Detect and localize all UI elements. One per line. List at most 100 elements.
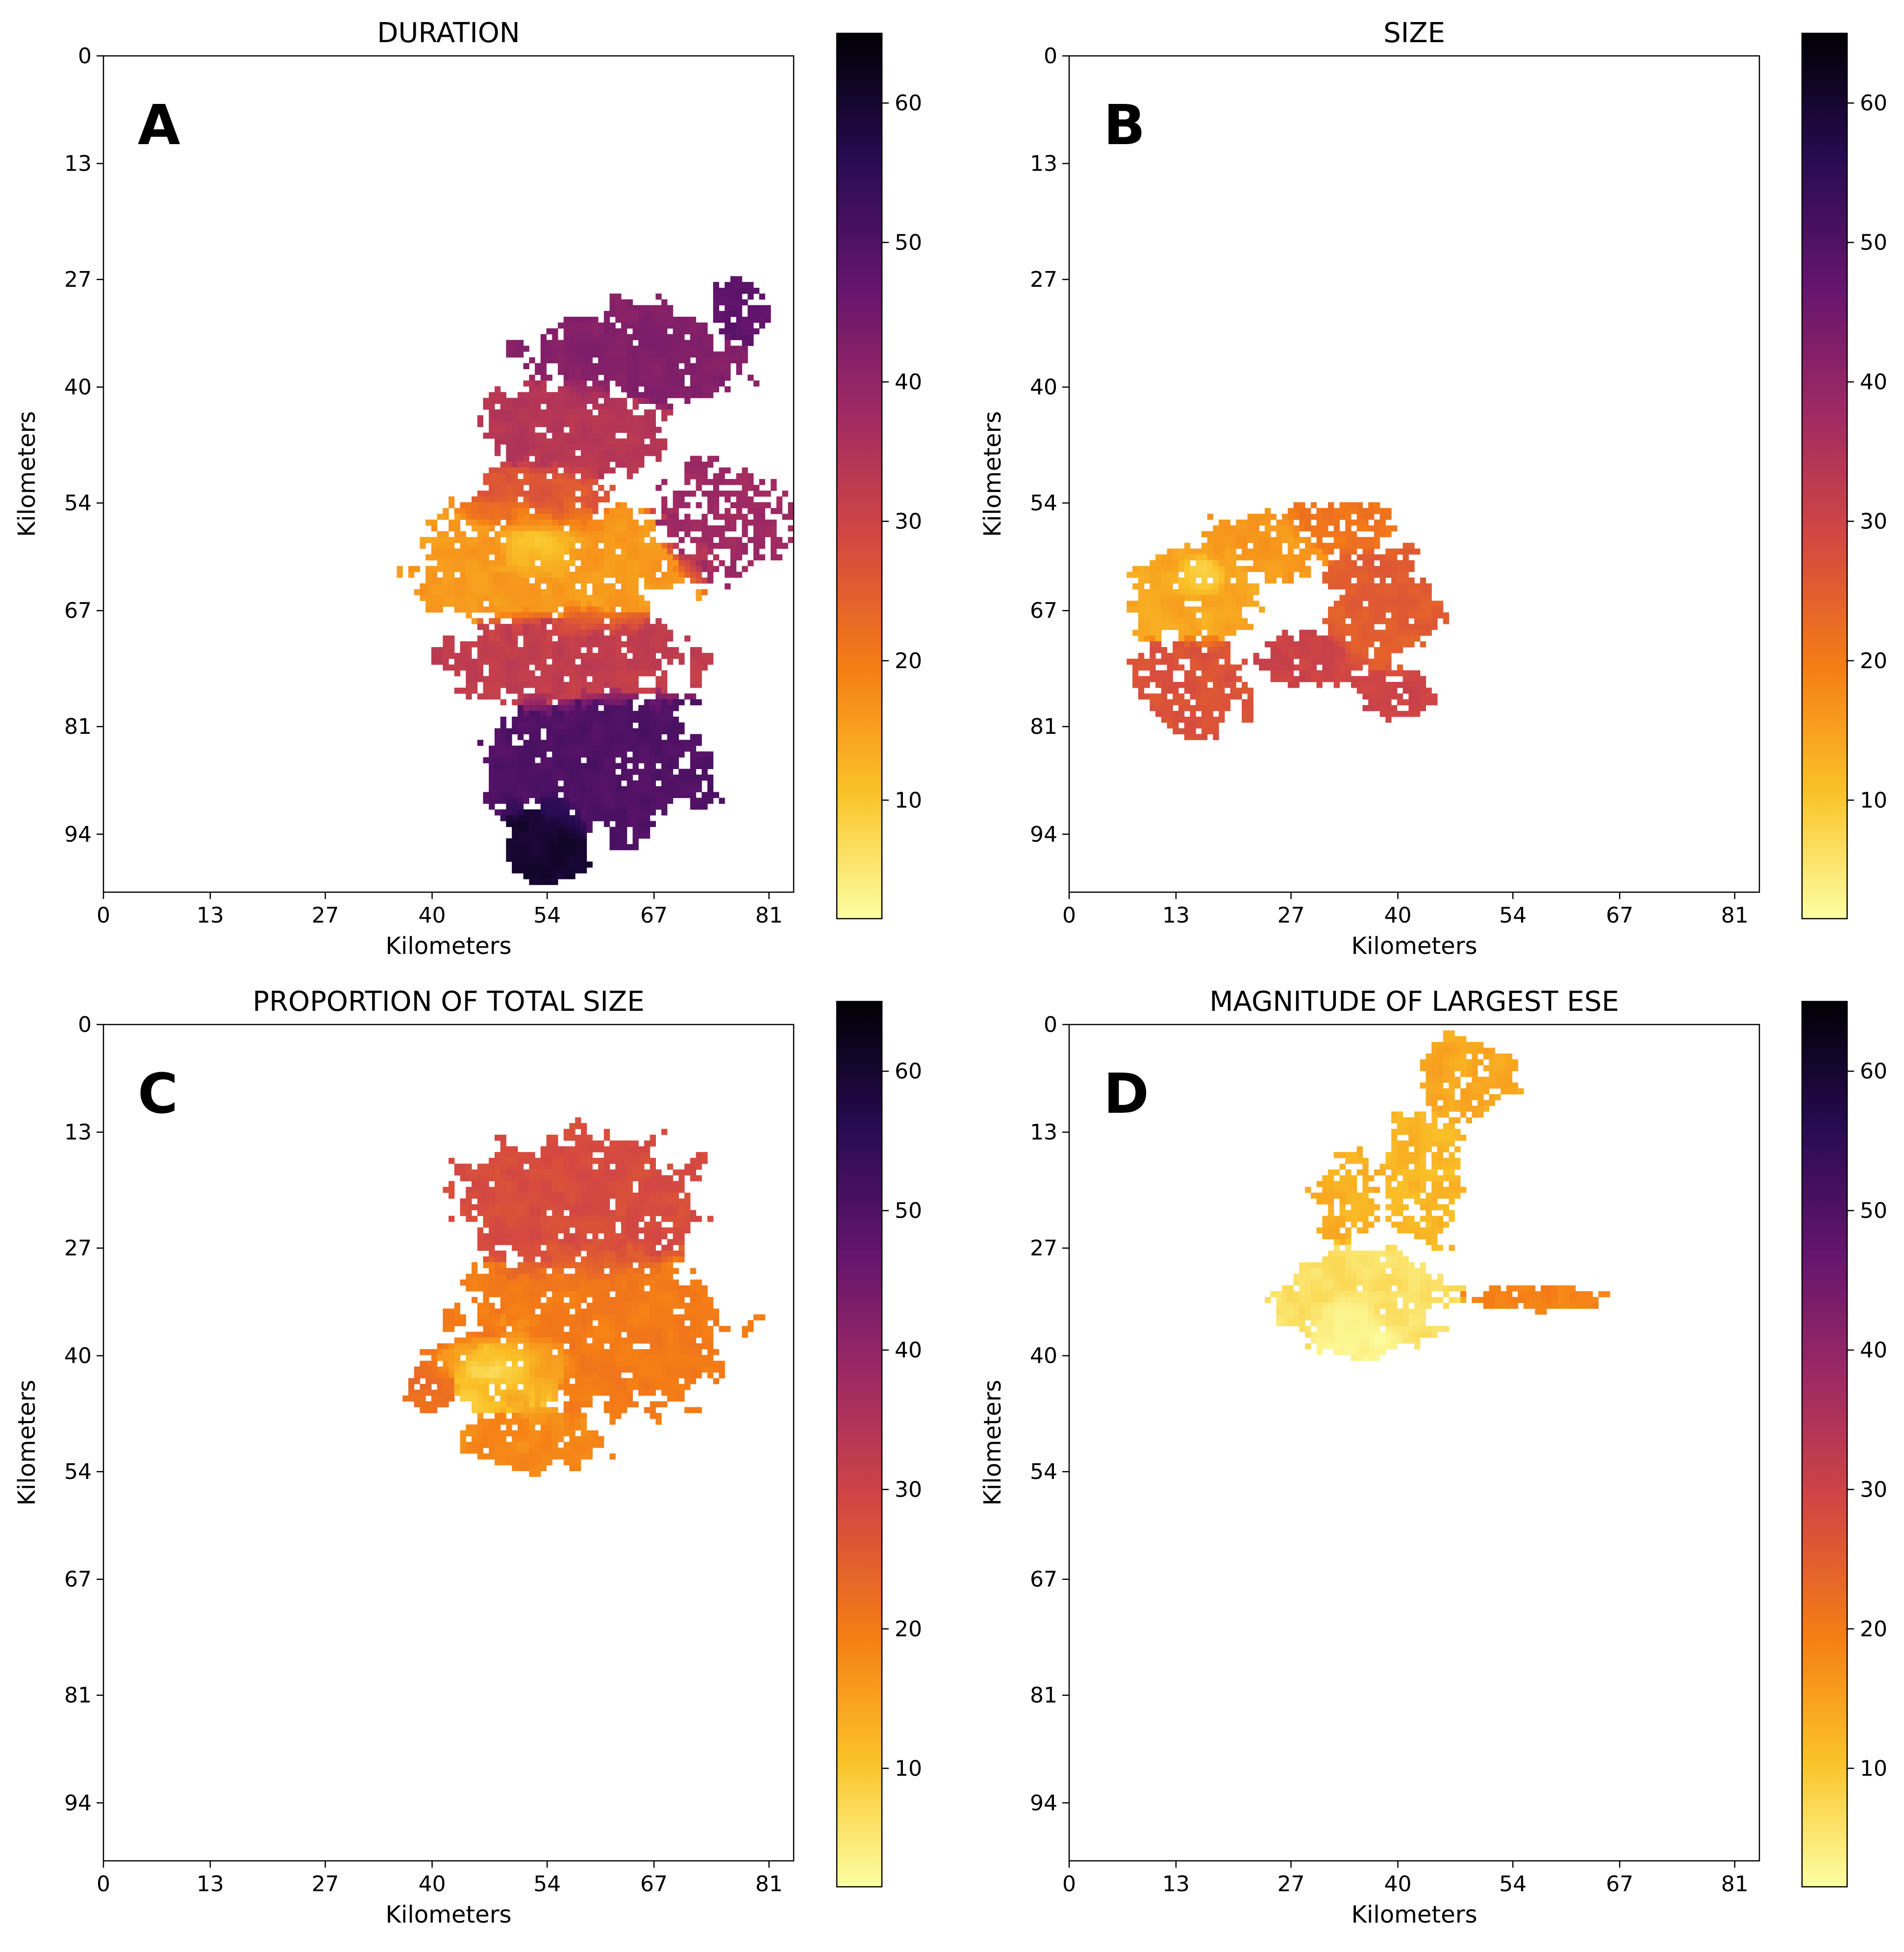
heatmap-cell (506, 1187, 512, 1193)
heatmap-cell (512, 722, 518, 729)
heatmap-cell (1403, 572, 1409, 578)
heatmap-cell (621, 629, 627, 636)
heatmap-cell (1207, 641, 1213, 648)
heatmap-cell (529, 479, 535, 485)
heatmap-cell (500, 769, 506, 775)
heatmap-cell (1385, 554, 1392, 561)
heatmap-cell (454, 670, 460, 676)
heatmap-cell (1155, 647, 1162, 653)
heatmap-cell (466, 549, 472, 555)
heatmap-cell (540, 879, 547, 885)
heatmap-cell (569, 317, 576, 323)
heatmap-cell (1299, 560, 1305, 567)
heatmap-cell (719, 467, 725, 474)
heatmap-cell (626, 514, 633, 520)
heatmap-cell (1328, 519, 1334, 526)
heatmap-cell (1161, 716, 1167, 723)
heatmap-cell (535, 775, 541, 781)
heatmap-cell (707, 560, 714, 567)
heatmap-cell (1356, 543, 1363, 549)
heatmap-cell (644, 369, 651, 375)
heatmap-cell (788, 502, 794, 508)
heatmap-cell (1328, 572, 1334, 578)
heatmap-cell (621, 311, 627, 317)
heatmap-cell (512, 1181, 518, 1187)
heatmap-cell (569, 705, 576, 711)
heatmap-cell (603, 693, 610, 700)
heatmap-cell (535, 815, 541, 822)
heatmap-cell (609, 421, 616, 427)
heatmap-cell (557, 815, 564, 822)
heatmap-cell (517, 693, 524, 700)
heatmap-cell (1368, 635, 1375, 642)
heatmap-cell (1150, 699, 1156, 705)
x-tick-label: 40 (1384, 903, 1411, 928)
heatmap-cell (512, 1163, 518, 1170)
heatmap-cell (546, 502, 552, 508)
heatmap-cell (546, 398, 552, 404)
heatmap-cell (1224, 629, 1231, 636)
heatmap-cell (489, 751, 495, 758)
heatmap-cell (437, 589, 443, 596)
heatmap-cell (592, 1157, 599, 1164)
heatmap-cell (569, 1134, 576, 1141)
heatmap-cell (512, 490, 518, 497)
heatmap-cell (736, 508, 742, 514)
heatmap-cell (598, 601, 604, 607)
heatmap-cell (1190, 728, 1196, 734)
heatmap-cell (603, 311, 610, 317)
heatmap-cell (615, 293, 622, 300)
heatmap-cell (1167, 612, 1173, 619)
heatmap-cell (471, 502, 478, 508)
heatmap-cell (552, 705, 558, 711)
heatmap-cell (748, 479, 754, 485)
heatmap-cell (638, 357, 645, 364)
heatmap-cell (529, 490, 535, 497)
heatmap-cell (684, 502, 691, 508)
heatmap-cell (603, 346, 610, 352)
heatmap-cell (632, 618, 639, 625)
heatmap-cell (437, 583, 443, 590)
heatmap-cell (575, 340, 581, 346)
heatmap-cell (1224, 531, 1231, 537)
heatmap-cell (644, 577, 651, 584)
heatmap-cell (540, 612, 547, 619)
heatmap-cell (667, 647, 674, 653)
heatmap-cell (557, 444, 564, 450)
heatmap-cell (1426, 595, 1432, 601)
heatmap-cell (500, 629, 506, 636)
heatmap-cell (506, 629, 512, 636)
heatmap-cell (615, 664, 622, 671)
heatmap-cell (512, 455, 518, 462)
heatmap-cell (557, 351, 564, 358)
heatmap-cell (615, 786, 622, 793)
heatmap-cell (1345, 519, 1352, 526)
heatmap-cell (1374, 519, 1380, 526)
heatmap-cell (552, 728, 558, 734)
heatmap-cell (1132, 606, 1139, 613)
heatmap-cell (1305, 676, 1311, 682)
heatmap-cell (655, 357, 662, 364)
heatmap-cell (1184, 635, 1190, 642)
heatmap-cell (655, 455, 662, 462)
heatmap-cell (1374, 537, 1380, 543)
heatmap-cell (1138, 583, 1145, 590)
heatmap-cell (1161, 595, 1167, 601)
heatmap-cell (621, 1157, 627, 1164)
heatmap-cell (1213, 537, 1219, 543)
heatmap-cell (483, 519, 489, 526)
heatmap-cell (650, 432, 656, 439)
heatmap-cell (603, 670, 610, 676)
heatmap-cell (557, 415, 564, 422)
heatmap-cell (592, 490, 599, 497)
heatmap-cell (650, 751, 656, 758)
heatmap-cell (586, 728, 593, 734)
heatmap-cell (523, 612, 529, 619)
heatmap-cell (500, 647, 506, 653)
y-tick-label: 67 (1030, 599, 1057, 624)
heatmap-cell (650, 549, 656, 555)
heatmap-cell (443, 664, 449, 671)
heatmap-cell (655, 769, 662, 775)
heatmap-cell (1385, 699, 1392, 705)
heatmap-cell (557, 450, 564, 456)
